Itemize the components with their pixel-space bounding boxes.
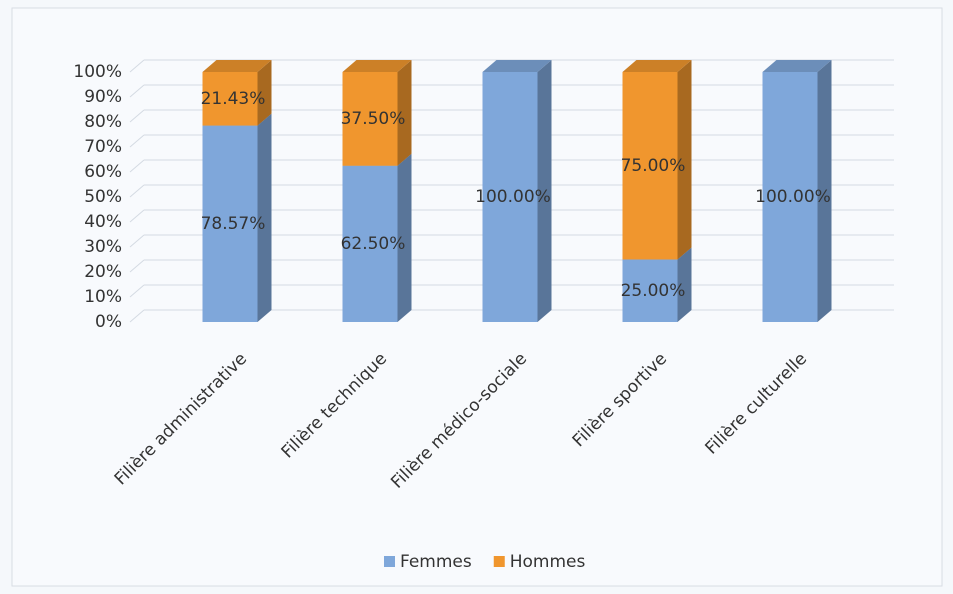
y-tick-label: 60%	[84, 162, 122, 182]
bar-side	[257, 113, 272, 322]
y-tick-label: 10%	[84, 287, 122, 307]
value-label: 75.00%	[621, 156, 686, 176]
bar-top	[762, 60, 832, 72]
bar-side	[817, 60, 832, 322]
grid-line-side	[129, 209, 145, 223]
bar-side	[677, 60, 692, 260]
value-label: 100.00%	[475, 187, 551, 207]
y-tick-label: 30%	[84, 237, 122, 257]
grid-line-side	[129, 159, 145, 173]
value-label: 25.00%	[621, 281, 686, 301]
grid-line-side	[129, 84, 145, 98]
bar-top	[482, 60, 552, 72]
grid-line-side	[129, 234, 145, 248]
bar-side	[397, 153, 412, 322]
grid-line-side	[129, 309, 145, 323]
bar-top	[202, 60, 272, 72]
grid-line-side	[129, 184, 145, 198]
y-tick-label: 70%	[84, 137, 122, 157]
y-tick-label: 40%	[84, 212, 122, 232]
y-tick-label: 0%	[95, 312, 122, 332]
bar-segment	[202, 125, 258, 322]
bar-segment	[622, 259, 678, 322]
bar-side	[537, 60, 552, 322]
grid-line-side	[129, 259, 145, 273]
y-tick-label: 90%	[84, 87, 122, 107]
grid-line-side	[129, 109, 145, 123]
grid-line-side	[129, 134, 145, 148]
bar-segment	[342, 72, 398, 166]
bar-side	[257, 60, 272, 126]
bar-segment	[622, 72, 678, 260]
value-label: 62.50%	[341, 234, 406, 254]
bar-segment	[202, 72, 258, 126]
value-label: 21.43%	[201, 89, 266, 109]
y-tick-label: 20%	[84, 262, 122, 282]
bar-top	[622, 60, 692, 72]
bar-top	[342, 60, 412, 72]
grid-line-side	[129, 59, 145, 73]
value-label: 78.57%	[201, 214, 266, 234]
y-tick-label: 50%	[84, 187, 122, 207]
y-tick-label: 80%	[84, 112, 122, 132]
value-label: 37.50%	[341, 109, 406, 129]
grid-line-side	[129, 284, 145, 298]
bar-segment	[342, 165, 398, 322]
bar-segment	[762, 72, 818, 322]
legend-label: Hommes	[510, 552, 586, 572]
bar-segment	[482, 72, 538, 322]
legend-swatch	[493, 556, 505, 567]
bar-side	[397, 60, 412, 166]
legend-label: Femmes	[400, 552, 472, 572]
bar-side	[677, 247, 692, 322]
legend-swatch	[384, 556, 395, 567]
value-label: 100.00%	[755, 187, 831, 207]
y-tick-label: 100%	[73, 62, 122, 82]
